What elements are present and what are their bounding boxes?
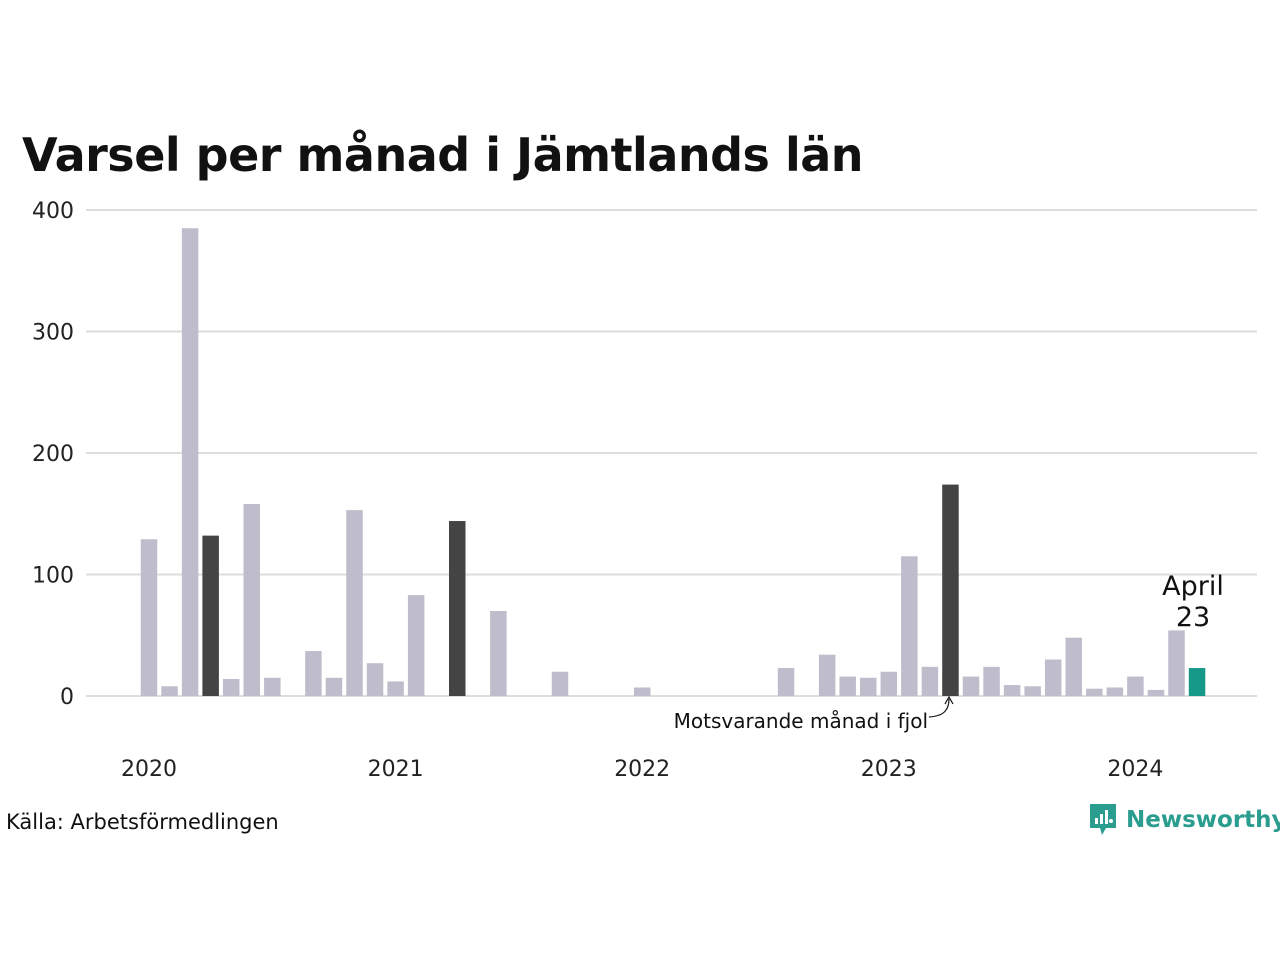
bar-2020-12: [366, 663, 384, 696]
bar-2021-09: [551, 671, 569, 696]
bar-2022-12: [860, 677, 877, 696]
bar-2020-02: [161, 686, 178, 696]
bar-2023-10: [1065, 637, 1082, 696]
bar-2021-06: [490, 610, 507, 696]
bar-2020-01: [140, 539, 158, 696]
bar-2020-05: [222, 678, 240, 696]
bar-chart: 0 100 200 300 400 2020 2021 2022 2023 2024 April…: [32, 199, 1257, 782]
y-axis-ticks: 0 100 200 300 400: [32, 199, 74, 710]
brand-logo: Newsworthy: [1088, 802, 1280, 838]
bar-2022-08: [777, 668, 795, 696]
y-tick-label: 400: [32, 199, 74, 224]
x-tick-label: 2021: [368, 757, 424, 782]
bar-2023-05: [962, 676, 980, 696]
brand-name: Newsworthy: [1126, 807, 1280, 833]
bar-2020-03: [181, 228, 199, 696]
current-value-label: 23: [1176, 602, 1210, 633]
bar-2023-01: [880, 671, 898, 696]
bar-2020-06: [243, 504, 260, 696]
x-tick-label: 2024: [1107, 757, 1163, 782]
bar-2024-03: [1168, 630, 1185, 696]
newsworthy-logo-icon: [1090, 804, 1116, 835]
y-tick-label: 200: [32, 442, 74, 467]
bar-2023-04: [942, 484, 959, 696]
bar-2020-10: [325, 677, 343, 696]
bar-2023-08: [1024, 686, 1041, 696]
bar-2023-03: [921, 666, 939, 696]
x-tick-label: 2020: [121, 757, 177, 782]
bar-2024-02: [1147, 689, 1165, 696]
bar-2023-12: [1106, 687, 1124, 696]
x-axis-year-labels: 2020 2021 2022 2023 2024: [121, 757, 1163, 782]
bar-2020-11: [346, 510, 363, 696]
bar-2021-01: [387, 681, 404, 696]
bar-2020-07: [264, 677, 281, 696]
grid-lines: [86, 209, 1257, 697]
bar-2020-04: [202, 535, 219, 696]
prev-year-arrow: [928, 698, 950, 718]
chart-title: Varsel per månad i Jämtlands län: [22, 128, 864, 182]
source-note: Källa: Arbetsförmedlingen: [6, 810, 279, 834]
bar-2024-01: [1127, 676, 1144, 696]
bar-2021-02: [407, 595, 425, 696]
prev-year-note: Motsvarande månad i fjol: [674, 709, 928, 733]
y-tick-label: 100: [32, 564, 74, 589]
bar-2021-04: [449, 521, 466, 696]
y-tick-label: 0: [60, 685, 74, 710]
x-tick-label: 2022: [614, 757, 670, 782]
bars: [140, 228, 1206, 696]
bar-2022-11: [839, 676, 856, 696]
prev-year-arrowhead: [944, 695, 954, 705]
bar-2023-09: [1044, 659, 1062, 696]
bar-2024-04: [1188, 668, 1206, 696]
annotations: April 23 Motsvarande månad i fjol: [674, 571, 1224, 733]
bar-2023-07: [1003, 685, 1021, 696]
y-tick-label: 300: [32, 321, 74, 346]
x-tick-label: 2023: [861, 757, 917, 782]
bar-2020-09: [305, 651, 322, 696]
bar-2023-11: [1086, 688, 1103, 696]
bar-2022-01: [633, 687, 651, 696]
bar-2023-06: [983, 666, 1000, 696]
current-month-label: April: [1162, 571, 1224, 602]
bar-2023-02: [901, 556, 918, 696]
bar-2022-10: [818, 654, 836, 696]
